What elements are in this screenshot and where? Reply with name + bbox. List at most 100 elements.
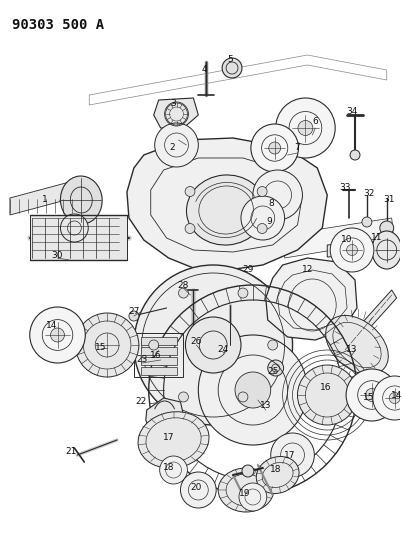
Circle shape bbox=[330, 228, 374, 272]
Circle shape bbox=[268, 360, 284, 376]
Circle shape bbox=[347, 245, 357, 255]
Circle shape bbox=[179, 392, 189, 402]
Circle shape bbox=[366, 389, 378, 401]
Circle shape bbox=[197, 350, 209, 362]
Polygon shape bbox=[10, 178, 84, 215]
Text: 30: 30 bbox=[52, 251, 63, 260]
Polygon shape bbox=[266, 258, 357, 340]
Text: 10: 10 bbox=[341, 236, 353, 245]
Circle shape bbox=[276, 98, 335, 158]
Circle shape bbox=[149, 340, 159, 350]
Text: 26: 26 bbox=[191, 337, 202, 346]
Circle shape bbox=[251, 124, 299, 172]
Circle shape bbox=[389, 392, 400, 403]
Circle shape bbox=[235, 372, 271, 408]
Circle shape bbox=[129, 311, 139, 321]
Circle shape bbox=[242, 465, 254, 477]
Ellipse shape bbox=[60, 176, 102, 224]
Circle shape bbox=[222, 58, 242, 78]
Circle shape bbox=[298, 120, 313, 135]
Text: 27: 27 bbox=[128, 308, 139, 317]
Circle shape bbox=[373, 376, 403, 420]
Text: 7: 7 bbox=[295, 143, 300, 152]
Text: 21: 21 bbox=[66, 448, 77, 456]
Circle shape bbox=[185, 187, 195, 197]
Text: 24: 24 bbox=[218, 345, 229, 354]
Text: 13: 13 bbox=[346, 345, 358, 354]
Circle shape bbox=[241, 196, 285, 240]
Text: 9: 9 bbox=[267, 217, 272, 227]
Text: 4: 4 bbox=[202, 66, 207, 75]
Text: 22: 22 bbox=[135, 398, 146, 407]
Circle shape bbox=[350, 150, 360, 160]
Ellipse shape bbox=[372, 231, 402, 269]
Circle shape bbox=[238, 392, 248, 402]
Text: 11: 11 bbox=[371, 233, 382, 243]
Circle shape bbox=[60, 214, 88, 242]
Text: 31: 31 bbox=[383, 196, 395, 205]
Text: 29: 29 bbox=[242, 265, 253, 274]
Polygon shape bbox=[30, 215, 127, 260]
Circle shape bbox=[362, 217, 372, 227]
Polygon shape bbox=[283, 218, 394, 258]
Text: 1: 1 bbox=[42, 196, 48, 205]
Text: 18: 18 bbox=[270, 465, 281, 474]
Circle shape bbox=[160, 456, 187, 484]
Ellipse shape bbox=[218, 468, 274, 512]
Text: 20: 20 bbox=[191, 483, 202, 492]
Circle shape bbox=[30, 307, 85, 363]
Text: 33: 33 bbox=[339, 183, 351, 192]
Circle shape bbox=[155, 123, 198, 167]
Text: 90303 500 A: 90303 500 A bbox=[12, 18, 104, 32]
Circle shape bbox=[346, 369, 398, 421]
Text: 25: 25 bbox=[267, 367, 278, 376]
Circle shape bbox=[134, 265, 293, 425]
Circle shape bbox=[181, 472, 216, 508]
Text: 14: 14 bbox=[391, 391, 402, 400]
Text: 16: 16 bbox=[320, 384, 331, 392]
Circle shape bbox=[185, 317, 241, 373]
Text: 16: 16 bbox=[150, 351, 162, 359]
Text: 28: 28 bbox=[178, 280, 189, 289]
Text: 34: 34 bbox=[346, 108, 358, 117]
Text: 13: 13 bbox=[260, 400, 272, 409]
Circle shape bbox=[238, 288, 248, 298]
Text: 2: 2 bbox=[170, 143, 175, 152]
Circle shape bbox=[185, 223, 195, 233]
Text: 19: 19 bbox=[239, 489, 251, 497]
Circle shape bbox=[198, 335, 307, 445]
Polygon shape bbox=[141, 367, 177, 375]
Text: 15: 15 bbox=[363, 393, 375, 402]
Circle shape bbox=[297, 365, 357, 425]
Ellipse shape bbox=[138, 411, 209, 469]
Circle shape bbox=[257, 187, 267, 197]
Circle shape bbox=[253, 170, 303, 220]
Text: 18: 18 bbox=[163, 464, 174, 472]
Polygon shape bbox=[154, 98, 198, 128]
Circle shape bbox=[269, 142, 280, 154]
Circle shape bbox=[75, 313, 139, 377]
Text: 32: 32 bbox=[363, 189, 374, 198]
Text: 6: 6 bbox=[312, 117, 318, 126]
Ellipse shape bbox=[187, 175, 266, 245]
Polygon shape bbox=[141, 357, 177, 365]
Circle shape bbox=[179, 288, 189, 298]
Text: 12: 12 bbox=[302, 265, 313, 274]
Circle shape bbox=[268, 340, 278, 350]
Polygon shape bbox=[141, 337, 177, 345]
Circle shape bbox=[239, 483, 267, 511]
Circle shape bbox=[271, 433, 314, 477]
Text: 14: 14 bbox=[46, 320, 57, 329]
Polygon shape bbox=[141, 347, 177, 355]
Circle shape bbox=[380, 221, 394, 235]
Ellipse shape bbox=[326, 316, 388, 375]
Text: 15: 15 bbox=[96, 343, 107, 352]
Text: 8: 8 bbox=[269, 199, 274, 208]
Text: 23: 23 bbox=[136, 356, 147, 365]
Polygon shape bbox=[327, 240, 397, 257]
Polygon shape bbox=[127, 138, 327, 270]
Polygon shape bbox=[342, 290, 397, 353]
Text: 5: 5 bbox=[227, 55, 233, 64]
Circle shape bbox=[50, 328, 64, 342]
Text: 17: 17 bbox=[163, 433, 174, 442]
